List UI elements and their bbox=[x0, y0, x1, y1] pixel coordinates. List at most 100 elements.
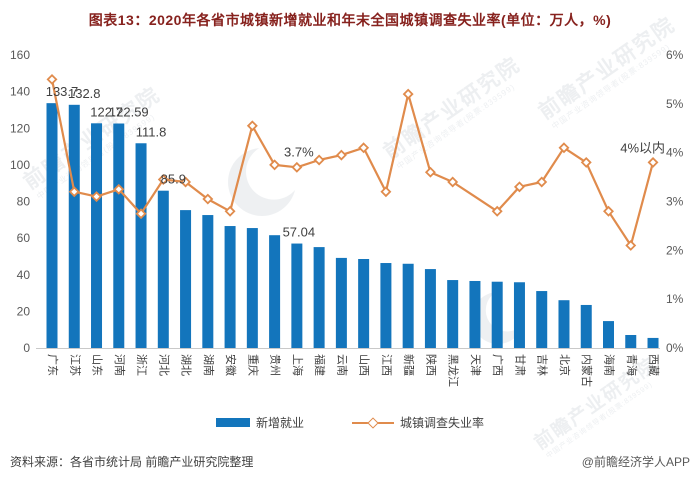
x-axis-label-山西: 山西 bbox=[358, 354, 371, 376]
line-marker-贵州 bbox=[269, 159, 281, 171]
x-axis-label-内蒙古: 内蒙古 bbox=[580, 354, 594, 387]
x-axis-label-安徽: 安徽 bbox=[224, 354, 238, 376]
line-marker-陕西 bbox=[424, 166, 436, 178]
line-marker-北京 bbox=[558, 142, 570, 154]
right-axis-tick: 2% bbox=[666, 243, 684, 257]
left-axis-tick: 140 bbox=[10, 85, 30, 99]
bar-安徽 bbox=[224, 226, 236, 348]
line-marker-安徽 bbox=[224, 205, 236, 217]
bar-内蒙古 bbox=[580, 304, 592, 348]
svg-text:前瞻产业研究院: 前瞻产业研究院 bbox=[530, 352, 662, 454]
bar-贵州 bbox=[269, 235, 281, 348]
x-axis-label-湖北: 湖北 bbox=[180, 354, 193, 376]
x-axis-label-江西: 江西 bbox=[380, 354, 393, 376]
line-marker-河北 bbox=[157, 174, 169, 185]
line-marker-福建 bbox=[313, 154, 325, 166]
line-marker-广东 bbox=[46, 73, 58, 85]
right-axis-tick: 5% bbox=[666, 97, 684, 111]
bar-黑龙江 bbox=[447, 280, 459, 348]
line-marker-西藏 bbox=[647, 156, 659, 168]
right-axis-tick: 4% bbox=[666, 146, 684, 160]
bar-value-label: 133.7 bbox=[46, 84, 79, 99]
bar-广西 bbox=[491, 281, 503, 348]
line-marker-广西 bbox=[491, 205, 503, 217]
bar-新疆 bbox=[402, 263, 414, 348]
bar-广东 bbox=[46, 103, 58, 349]
x-axis-label-陕西: 陕西 bbox=[424, 354, 438, 376]
page-title: 图表13：2020年各省市城镇新增就业和年末全国城镇调查失业率(单位：万人，%) bbox=[88, 12, 612, 28]
svg-text:前瞻产业研究院: 前瞻产业研究院 bbox=[379, 52, 525, 164]
bar-浙江 bbox=[135, 143, 147, 348]
bar-山东 bbox=[91, 123, 103, 348]
bar-江苏 bbox=[68, 104, 80, 348]
line-marker-湖北 bbox=[180, 176, 192, 188]
x-axis-label-贵州: 贵州 bbox=[269, 354, 282, 376]
x-axis-label-河南: 河南 bbox=[113, 354, 126, 376]
x-axis-label-广东: 广东 bbox=[46, 354, 59, 376]
x-axis-label-河北: 河北 bbox=[157, 354, 170, 376]
line-marker-云南 bbox=[335, 149, 347, 161]
x-axis-label-海南: 海南 bbox=[603, 354, 617, 376]
x-axis-label-新疆: 新疆 bbox=[402, 354, 416, 376]
credit-note: @前瞻经济学人APP bbox=[581, 455, 690, 469]
x-axis-label-湖南: 湖南 bbox=[202, 354, 215, 376]
line-marker-湖南 bbox=[202, 193, 214, 205]
x-axis-label-云南: 云南 bbox=[335, 354, 348, 376]
unemployment-line bbox=[50, 79, 655, 247]
bar-福建 bbox=[313, 247, 325, 348]
left-axis-tick: 60 bbox=[17, 231, 31, 245]
legend-item-line: 城镇调查失业率 bbox=[352, 414, 484, 431]
bar-海南 bbox=[603, 321, 614, 348]
right-axis-tick: 1% bbox=[666, 292, 684, 306]
bar-江西 bbox=[380, 263, 392, 348]
right-axis-tick: 3% bbox=[666, 195, 684, 209]
x-axis-label-广西: 广西 bbox=[491, 354, 504, 376]
chart-legend: 新增就业 城镇调查失业率 bbox=[0, 414, 700, 431]
line-marker-吉林 bbox=[536, 176, 548, 188]
line-value-label: 4%以内 bbox=[620, 140, 665, 155]
line-marker-新疆 bbox=[402, 88, 414, 100]
line-marker-重庆 bbox=[246, 120, 258, 132]
x-axis-label-福建: 福建 bbox=[313, 354, 327, 376]
left-axis-tick: 20 bbox=[17, 304, 31, 318]
line-series-swatch bbox=[352, 416, 394, 429]
bar-河北 bbox=[157, 190, 169, 348]
line-marker-甘肃 bbox=[513, 181, 525, 193]
right-axis-tick: 0% bbox=[666, 341, 684, 355]
line-marker-青海 bbox=[625, 239, 637, 251]
bar-云南 bbox=[335, 257, 347, 348]
x-axis-label-北京: 北京 bbox=[558, 354, 572, 376]
x-axis-label-山东: 山东 bbox=[91, 354, 104, 376]
line-marker-浙江 bbox=[135, 208, 147, 220]
bar-重庆 bbox=[246, 228, 258, 348]
left-axis-tick: 100 bbox=[10, 158, 30, 172]
line-marker-江苏 bbox=[68, 186, 80, 198]
bar-series-label: 新增就业 bbox=[255, 416, 304, 430]
x-axis-label-江苏: 江苏 bbox=[68, 354, 81, 376]
bar-甘肃 bbox=[513, 282, 525, 348]
bar-天津 bbox=[469, 280, 481, 348]
bar-value-label: 57.04 bbox=[283, 225, 316, 240]
bar-上海 bbox=[291, 243, 303, 348]
diamond-marker-icon bbox=[367, 416, 379, 429]
x-axis-label-西藏: 西藏 bbox=[647, 354, 660, 376]
bar-吉林 bbox=[536, 291, 548, 348]
line-marker-山东 bbox=[91, 191, 102, 203]
bar-value-label: 85.9 bbox=[161, 172, 186, 187]
bar-value-label: 122.7 bbox=[90, 104, 123, 119]
bar-河南 bbox=[113, 123, 125, 348]
source-note: 资料来源：各省市统计局 前瞻产业研究院整理 bbox=[10, 455, 254, 469]
x-axis-label-上海: 上海 bbox=[291, 354, 305, 376]
line-marker-黑龙江 bbox=[447, 176, 459, 188]
right-axis-tick: 6% bbox=[666, 48, 684, 62]
x-axis-label-青海: 青海 bbox=[625, 354, 639, 376]
bar-陕西 bbox=[424, 269, 436, 348]
x-axis-label-黑龙江: 黑龙江 bbox=[447, 354, 460, 387]
left-axis-tick: 80 bbox=[17, 195, 31, 209]
bar-value-label: 111.8 bbox=[136, 124, 167, 139]
